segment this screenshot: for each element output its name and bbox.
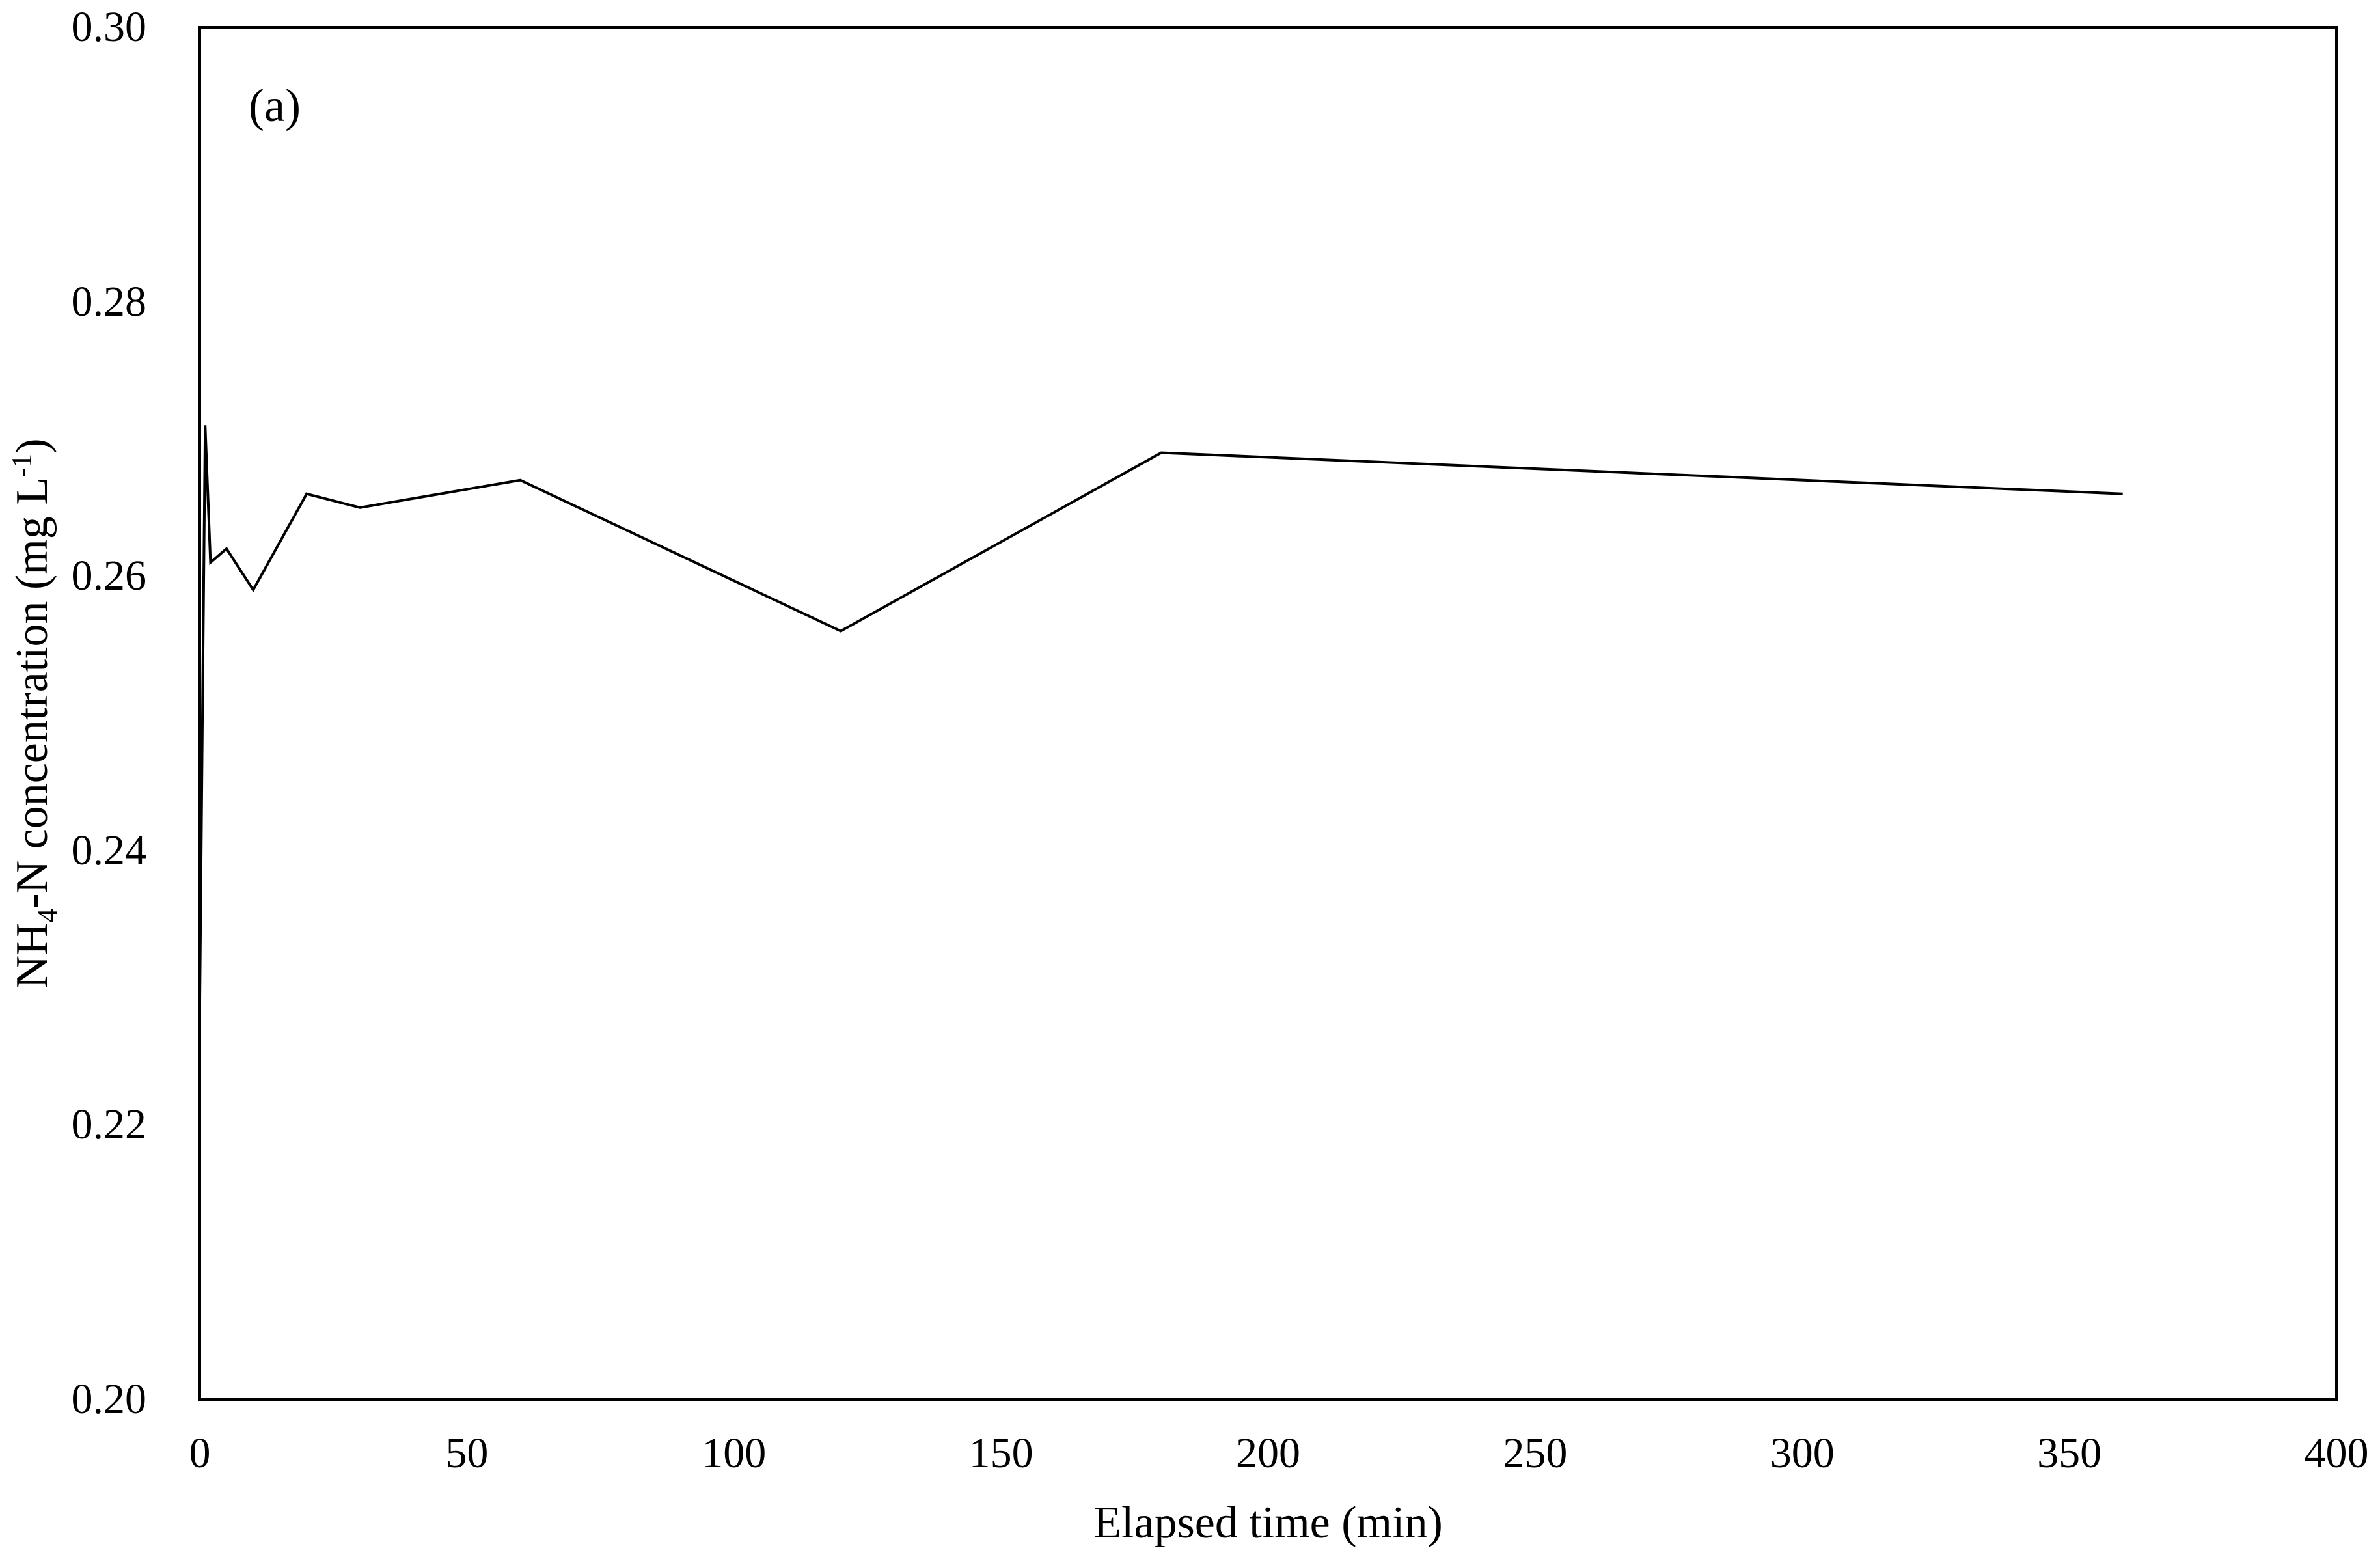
x-tick-label: 200 [1236, 1429, 1300, 1477]
y-axis-title: NH4-N concentration (mg L-1) [6, 438, 63, 989]
y-tick-label: 0.26 [71, 552, 147, 600]
x-tick-label: 100 [702, 1429, 767, 1477]
x-tick-label: 300 [1770, 1429, 1835, 1477]
y-tick-label: 0.28 [71, 277, 147, 325]
x-tick-label: 0 [189, 1429, 211, 1477]
x-tick-label: 350 [2037, 1429, 2102, 1477]
panel-label: (a) [249, 79, 301, 131]
y-axis-title-text: ) [7, 438, 57, 454]
y-axis-title-text: -N concentration (mg L [7, 476, 57, 909]
data-line [198, 425, 2123, 1002]
y-axis-title-superscript: -1 [6, 453, 38, 477]
y-tick-label: 0.30 [71, 3, 147, 51]
y-tick-label: 0.24 [71, 826, 147, 874]
y-tick-label: 0.22 [71, 1101, 147, 1149]
x-tick-label: 150 [968, 1429, 1033, 1477]
x-tick-label: 250 [1503, 1429, 1568, 1477]
x-axis-title: Elapsed time (min) [1093, 1498, 1443, 1548]
y-axis-title-text: NH [7, 922, 57, 989]
y-tick-label: 0.20 [71, 1375, 147, 1423]
plot-border [198, 26, 2338, 1401]
x-tick-label: 50 [445, 1429, 489, 1477]
x-tick-label: 400 [2304, 1429, 2369, 1477]
y-axis-title-subscript: 4 [32, 908, 63, 923]
